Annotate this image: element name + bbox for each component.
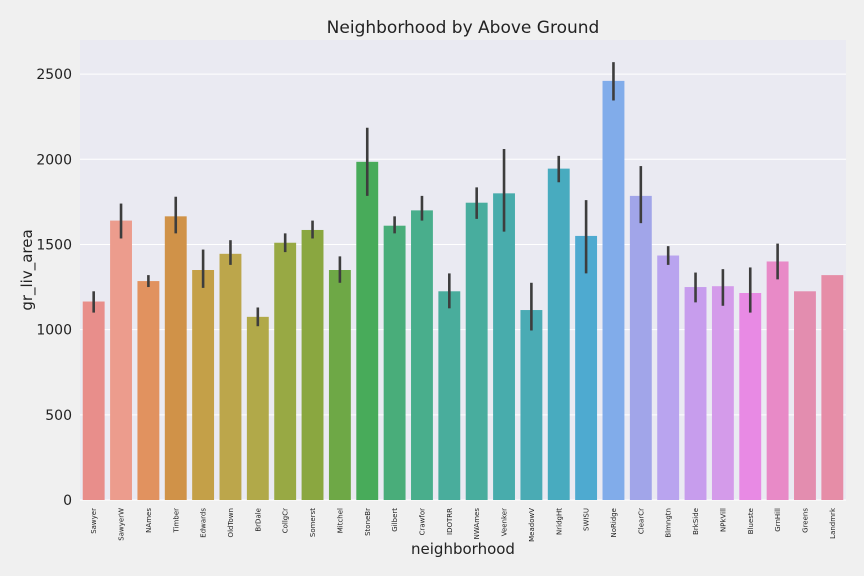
bar-swisu xyxy=(575,235,598,501)
x-tick-label: GrnHill xyxy=(774,508,782,532)
x-tick-label: Timber xyxy=(172,508,180,534)
bar-crawfor xyxy=(411,210,433,501)
x-tick-label: BrDale xyxy=(254,508,262,532)
x-tick-label: Blmngtn xyxy=(665,508,673,538)
bar-sawyerw xyxy=(110,220,132,500)
bar-veenker xyxy=(493,193,515,501)
x-tick-label: Landmrk xyxy=(829,507,837,539)
x-tick-label: ClearCr xyxy=(637,508,645,534)
x-tick-label: Greens xyxy=(801,508,809,533)
bar-stonebr xyxy=(356,161,379,500)
bar-nwames xyxy=(465,202,488,500)
x-tick-label: SWISU xyxy=(583,508,591,531)
y-tick-label: 1000 xyxy=(36,323,72,339)
x-axis-ticks: Sawyer SawyerW NAmes Timber Edwards OldTown Br… xyxy=(90,507,837,542)
bar-brdale xyxy=(246,316,269,500)
x-tick-label: Sawyer xyxy=(90,508,98,534)
x-tick-label: IDOTRR xyxy=(446,508,454,535)
y-tick-label: 1500 xyxy=(36,237,72,253)
bar-noridge xyxy=(602,80,625,500)
x-tick-label: NWAmes xyxy=(473,508,481,540)
y-tick-label: 500 xyxy=(45,408,72,424)
x-axis-title: neighborhood xyxy=(411,540,515,558)
bar-nridght xyxy=(547,168,570,500)
bar-names xyxy=(137,281,160,500)
bar-timber xyxy=(164,216,187,501)
x-tick-label: NridgHt xyxy=(555,508,563,535)
bar-oldtown xyxy=(219,253,242,500)
y-tick-label: 2000 xyxy=(36,152,72,168)
bar-edwards xyxy=(192,270,215,500)
x-tick-label: MeadowV xyxy=(528,508,536,542)
bar-brkside xyxy=(684,287,707,500)
bars xyxy=(82,80,844,501)
bar-gilbert xyxy=(383,225,406,500)
bar-grnhill xyxy=(766,261,789,500)
x-tick-label: Gilbert xyxy=(391,508,399,532)
x-tick-label: Edwards xyxy=(200,508,208,538)
bar-clearcr xyxy=(629,195,652,500)
bar-collgcr xyxy=(274,242,297,501)
bar-meadowv xyxy=(520,310,543,500)
x-tick-label: SawyerW xyxy=(118,508,126,541)
bar-sawyer xyxy=(82,301,105,500)
bar-blueste xyxy=(739,293,762,500)
x-tick-label: Somerst xyxy=(309,508,317,537)
bar-somerst xyxy=(301,229,324,501)
bar-idotrr xyxy=(438,291,461,500)
x-tick-label: Veenker xyxy=(501,508,509,536)
error-bars xyxy=(92,62,779,331)
x-tick-label: BrkSide xyxy=(692,508,700,535)
bar-mitchel xyxy=(328,270,351,500)
x-tick-label: OldTown xyxy=(227,508,235,537)
x-tick-label: CollgCr xyxy=(282,508,290,533)
bar-blmngtn xyxy=(657,255,680,500)
x-tick-label: Mitchel xyxy=(336,508,344,533)
y-tick-label: 0 xyxy=(63,493,72,509)
x-tick-label: NAmes xyxy=(145,508,153,533)
x-tick-label: StoneBr xyxy=(364,508,372,536)
y-axis-ticks: 0 500 1000 1500 2000 2500 xyxy=(36,67,72,509)
bar-greens xyxy=(794,291,816,500)
bar-landmrk xyxy=(821,275,844,500)
x-tick-label: NoRidge xyxy=(610,508,618,538)
x-tick-label: Crawfor xyxy=(418,508,426,536)
x-tick-label: NPkVill xyxy=(719,508,727,532)
x-tick-label: Blueste xyxy=(747,508,755,534)
chart-title: Neighborhood by Above Ground xyxy=(327,18,600,38)
bar-npkvill xyxy=(711,286,734,500)
y-tick-label: 2500 xyxy=(36,67,72,83)
y-axis-title: gr_liv_area xyxy=(18,229,37,310)
